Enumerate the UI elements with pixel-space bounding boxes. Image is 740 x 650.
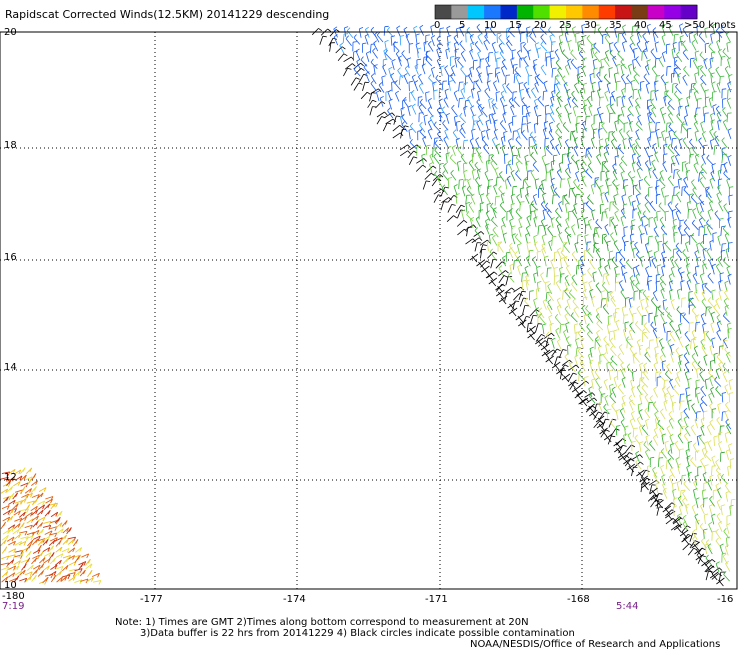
lat-label-20: 20 bbox=[4, 27, 17, 38]
lon-label-m177: -177 bbox=[140, 594, 163, 605]
scale-label: 30 bbox=[584, 20, 597, 31]
note-line-2: 3)Data buffer is 22 hrs from 20141229 4)… bbox=[140, 628, 575, 639]
scale-label: 0 bbox=[434, 20, 441, 31]
credit-line: NOAA/NESDIS/Office of Research and Appli… bbox=[470, 639, 721, 650]
graticule-grid bbox=[0, 32, 737, 589]
lon-label-m16: -16 bbox=[717, 594, 734, 605]
time-right: 5:44 bbox=[616, 601, 639, 612]
wind-barbs-swath bbox=[0, 23, 736, 587]
scale-label: 35 bbox=[609, 20, 622, 31]
time-left: 7:19 bbox=[2, 601, 25, 612]
lat-label-10: 10 bbox=[4, 580, 17, 591]
wind-speed-color-scale bbox=[434, 4, 698, 20]
lon-label-m174: -174 bbox=[283, 594, 306, 605]
map-title: Rapidscat Corrected Winds(12.5KM) 201412… bbox=[5, 8, 330, 21]
note-line-1: Note: 1) Times are GMT 2)Times along bot… bbox=[115, 617, 529, 628]
lat-label-12: 12 bbox=[4, 472, 17, 483]
lat-label-18: 18 bbox=[4, 140, 17, 151]
scale-label: 20 bbox=[534, 20, 547, 31]
lat-label-16: 16 bbox=[4, 252, 17, 263]
scale-label: 40 bbox=[634, 20, 647, 31]
scale-label: 15 bbox=[509, 20, 522, 31]
scale-label: >50 knots bbox=[684, 20, 736, 31]
lon-label-m171: -171 bbox=[425, 594, 448, 605]
lon-label-m168: -168 bbox=[567, 594, 590, 605]
scale-label: 5 bbox=[459, 20, 466, 31]
scale-label: 10 bbox=[484, 20, 497, 31]
map-frame bbox=[0, 31, 738, 590]
scale-label: 45 bbox=[659, 20, 672, 31]
lat-label-14: 14 bbox=[4, 362, 17, 373]
scale-label: 25 bbox=[559, 20, 572, 31]
lon-label-m180: -180 bbox=[2, 591, 25, 602]
